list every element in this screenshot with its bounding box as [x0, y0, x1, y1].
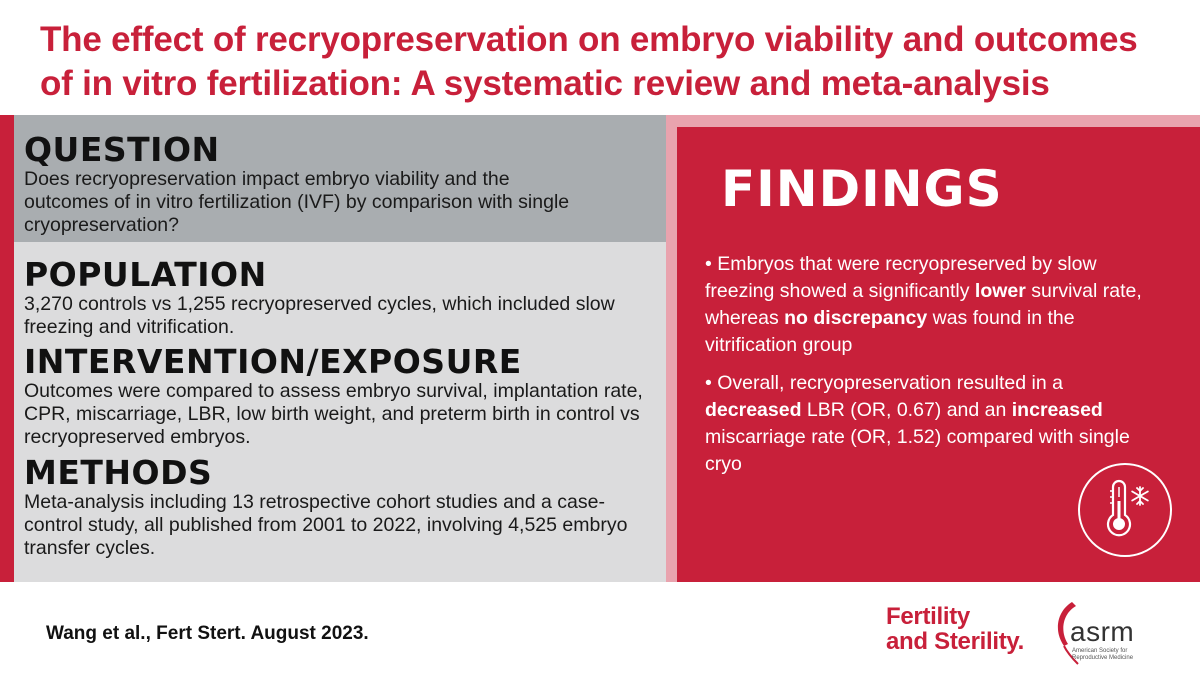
methods-heading: METHODS [24, 453, 213, 492]
question-panel [14, 115, 666, 242]
question-text: Does recryopreservation impact embryo vi… [24, 168, 570, 236]
finding-emphasis: increased [1011, 399, 1103, 421]
findings-heading: FINDINGS [721, 160, 1003, 218]
title-line-2: of in vitro fertilization: A systematic … [40, 64, 1050, 103]
question-section: QUESTION Does recryopreservation impact … [24, 132, 654, 237]
logo-line-2: and Sterility. [886, 628, 1025, 655]
fertility-sterility-logo: Fertility and Sterility. [886, 604, 1024, 654]
methods-section: METHODS Meta-analysis including 13 retro… [24, 455, 654, 560]
finding-item-2: • Overall, recryopreservation resulted i… [705, 372, 1130, 475]
asrm-logo: asrm American Society for Reproductive M… [1050, 598, 1160, 668]
page-title: The effect of recryopreservation on embr… [40, 18, 1180, 106]
findings-panel: FINDINGS • Embryos that were recryoprese… [677, 127, 1200, 582]
details-panel [14, 242, 666, 582]
population-text: 3,270 controls vs 1,255 recryopreserved … [24, 293, 615, 338]
citation: Wang et al., Fert Stert. August 2023. [46, 623, 369, 644]
question-heading: QUESTION [24, 130, 220, 169]
logo-line-1: Fertility [886, 603, 970, 630]
methods-text: Meta-analysis including 13 retrospective… [24, 491, 628, 559]
population-heading: POPULATION [24, 255, 267, 294]
intervention-section: INTERVENTION/EXPOSURE Outcomes were comp… [24, 344, 654, 449]
population-section: POPULATION 3,270 controls vs 1,255 recry… [24, 257, 654, 339]
asrm-subtitle: American Society for Reproductive Medici… [1072, 648, 1134, 661]
thermometer-snowflake-icon [1078, 463, 1172, 557]
intervention-text: Outcomes were compared to assess embryo … [24, 380, 643, 448]
finding-emphasis: lower [974, 280, 1026, 302]
asrm-wordmark: asrm [1070, 616, 1135, 647]
finding-emphasis: no discrepancy [784, 307, 928, 329]
intervention-heading: INTERVENTION/EXPOSURE [24, 342, 522, 381]
finding-item-1: • Embryos that were recryopreserved by s… [705, 253, 1142, 356]
title-line-1: The effect of recryopreservation on embr… [40, 20, 1138, 59]
finding-emphasis: decreased [705, 399, 802, 421]
left-accent-bar [0, 115, 14, 582]
